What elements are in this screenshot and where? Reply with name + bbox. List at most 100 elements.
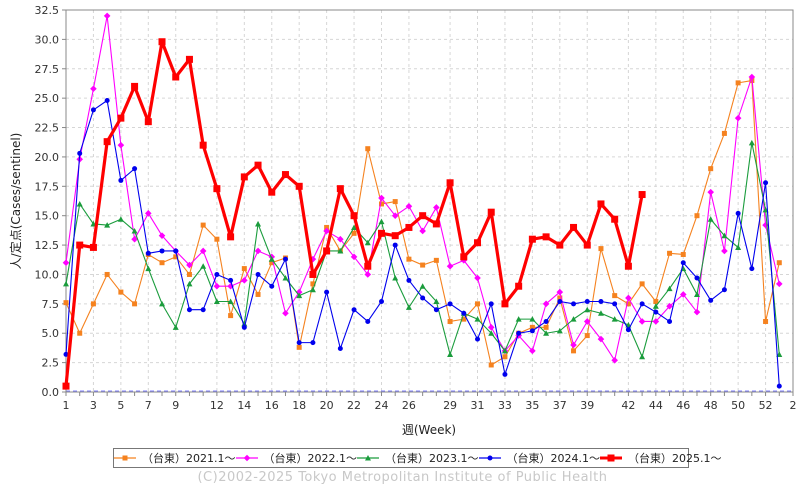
series-2-point (419, 227, 426, 235)
series-2-point (597, 335, 605, 343)
series-4-point (145, 250, 151, 256)
series-3-point (515, 316, 522, 322)
series-2-point (474, 274, 481, 282)
series-4-point (598, 298, 604, 304)
series-2-point (529, 347, 536, 355)
legend-label: （台東）2025.1～ (628, 452, 722, 465)
series-1-point (228, 313, 234, 319)
x-tick-label: 5 (117, 399, 124, 412)
x-tick-label: 1 (63, 399, 70, 412)
series-1-point (118, 289, 124, 295)
series-3-point (255, 220, 262, 227)
legend-label: （台東）2022.1～ (263, 452, 358, 465)
series-3-point (200, 263, 207, 269)
series-1-point (296, 344, 302, 350)
y-tick-label: 30.0 (35, 33, 60, 46)
series-4-point (516, 330, 522, 336)
x-tick-label: 42 (621, 399, 635, 412)
legend-swatch-1 (114, 455, 136, 461)
series-1-point (392, 199, 398, 205)
y-tick-label: 25.0 (35, 92, 60, 105)
x-axis-title: 週(Week) (402, 423, 456, 437)
y-tick-label: 5.0 (42, 327, 60, 340)
y-tick-label: 17.5 (35, 180, 60, 193)
series-3-point (131, 227, 138, 234)
series-2-point (337, 235, 344, 243)
series-4-point (735, 210, 741, 216)
legend-item-5: （台東）2025.1～ (600, 450, 722, 466)
series-4-point (447, 301, 453, 307)
series-5-point (419, 212, 427, 220)
series-1-point (214, 236, 220, 242)
series-3-point (584, 306, 591, 313)
grid (65, 9, 794, 393)
series-1-point (584, 333, 590, 339)
series-2-point (556, 288, 564, 296)
series-3-point (570, 316, 577, 322)
series-1-point (763, 318, 769, 324)
series-3-point (186, 280, 193, 287)
series-2-point (309, 255, 317, 263)
series-5-point (446, 179, 454, 187)
series-3-point (652, 303, 659, 309)
series-3-point (707, 216, 714, 222)
series-2-point (775, 280, 783, 288)
series-5-point (131, 82, 139, 90)
series-4-point (763, 180, 769, 186)
legend-swatch-2 (235, 454, 258, 462)
series-2-point (762, 221, 769, 229)
series-3 (63, 139, 783, 360)
series-4-point (118, 177, 124, 183)
series-4-point (173, 248, 179, 254)
legend: （台東）2021.1～ （台東）2022.1～ （台東）2023.1～ （台東）202… (113, 448, 722, 468)
series-5-point (542, 233, 550, 241)
series-4-point (214, 271, 220, 277)
y-tick-label: 0.0 (42, 386, 60, 399)
series-3-point (241, 320, 248, 327)
series-5-point (460, 253, 468, 261)
series-1-point (104, 271, 110, 277)
series-2-point (241, 277, 248, 284)
series-5-point (474, 239, 482, 247)
series-5-point (213, 185, 221, 193)
x-tick-label: 52 (759, 399, 773, 412)
x-tick-label: 37 (553, 399, 567, 412)
series-4-point (255, 271, 261, 277)
series-5-point (583, 241, 591, 249)
series-4-point (708, 297, 714, 303)
line-chart: 0.0 2.5 5.0 7.5 10.0 12.5 15.0 17.5 20.0 22.5 25.0… (8, 4, 797, 437)
legend-item-3: （台東）2023.1～ (357, 450, 479, 466)
series-5-point (62, 382, 70, 390)
copyright-text: (C)2002-2025 Tokyo Metropolitan Institut… (197, 470, 608, 485)
series-4-point (488, 301, 494, 307)
series-5-point (172, 73, 180, 81)
series-4-point (269, 283, 275, 289)
series-4-point (529, 328, 535, 334)
series-1-point (173, 254, 179, 260)
series-5-point (336, 185, 344, 193)
y-tick-label: 10.0 (35, 268, 60, 281)
series-2-point (679, 291, 687, 298)
series-1-point (90, 301, 96, 307)
series-1-point (571, 348, 577, 354)
series-4-point (694, 275, 700, 281)
series-4-point (543, 318, 549, 324)
series-1-point (324, 224, 330, 230)
x-tick-label: 14 (237, 399, 251, 412)
legend-item-2: （台東）2022.1～ (235, 450, 358, 466)
series-3-point (721, 232, 728, 239)
series-2-point (131, 235, 138, 243)
series-3-point (488, 330, 495, 336)
series-4-line (65, 99, 780, 387)
series-3-point (419, 283, 426, 289)
series-3-point (227, 298, 234, 305)
series-3-point (776, 351, 783, 357)
series-5-point (597, 200, 605, 208)
series-2-point (186, 261, 193, 269)
legend-label: （台東）2023.1～ (385, 452, 479, 465)
legend-2-point (243, 454, 250, 462)
series-3-point (639, 353, 646, 360)
series-5 (62, 38, 646, 390)
x-tick-label: 20 (320, 399, 334, 412)
series-5-point (144, 118, 152, 126)
